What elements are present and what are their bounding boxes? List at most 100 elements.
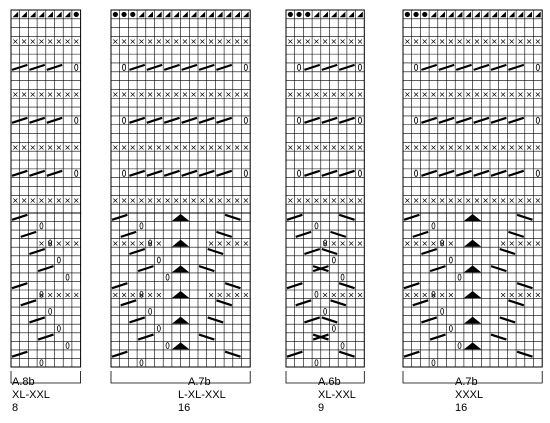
yarn-over-icon — [314, 222, 319, 230]
yarn-over-icon — [48, 307, 53, 315]
purl-icon: × — [155, 37, 162, 46]
yarn-over-icon — [535, 169, 540, 177]
cable-icon — [29, 116, 46, 124]
purl-icon: × — [112, 90, 119, 99]
purl-icon: × — [500, 37, 507, 46]
purl-icon: × — [508, 90, 515, 99]
purl-icon: × — [313, 143, 320, 152]
cable-icon — [516, 282, 533, 290]
purl-icon: × — [482, 37, 489, 46]
purl-icon: × — [242, 90, 249, 99]
cable-icon — [508, 299, 525, 307]
yarn-over-icon — [156, 325, 161, 332]
purl-icon: × — [357, 143, 364, 152]
cable-icon — [473, 63, 490, 71]
cable-icon — [338, 213, 355, 221]
chart-grid-lower: × × × × × × × × × × ×× × × × × × × × × × × — [110, 212, 251, 368]
center-decrease-icon — [463, 214, 482, 222]
purl-icon: × — [73, 196, 80, 205]
cable-icon — [286, 350, 303, 358]
purl-icon: × — [413, 196, 420, 205]
cable-icon — [37, 333, 54, 341]
purl-icon: × — [304, 90, 311, 99]
purl-icon: × — [129, 90, 136, 99]
chart-size: XXXL — [455, 389, 484, 401]
purl-icon: × — [304, 196, 311, 205]
chart-label-a6b: A.6b XL-XXL 9 — [318, 376, 378, 415]
purl-icon: × — [64, 239, 71, 248]
cable-icon — [321, 169, 338, 177]
yarn-over-icon — [331, 325, 336, 332]
purl-icon: × — [313, 196, 320, 205]
purl-icon: × — [38, 143, 45, 152]
yarn-over-icon — [148, 307, 153, 315]
yarn-over-icon — [357, 116, 362, 124]
purl-icon: × — [208, 196, 215, 205]
purl-icon: × — [147, 90, 154, 99]
purl-icon: × — [534, 90, 541, 99]
yarn-over-icon — [65, 342, 70, 350]
purl-icon: × — [526, 143, 533, 152]
chart-stitches: 16 — [455, 402, 468, 414]
purl-icon: × — [190, 90, 197, 99]
purl-icon: × — [348, 196, 355, 205]
cable-icon — [508, 116, 525, 124]
purl-icon: × — [296, 196, 303, 205]
purl-icon: × — [47, 90, 54, 99]
decrease-icon — [234, 11, 240, 18]
purl-icon: × — [500, 239, 507, 248]
purl-icon: × — [55, 37, 62, 46]
purl-icon: × — [534, 143, 541, 152]
cable-icon — [146, 116, 163, 124]
purl-icon: × — [534, 196, 541, 205]
decrease-icon — [474, 11, 480, 18]
cable-icon — [46, 63, 63, 71]
purl-icon: × — [21, 196, 28, 205]
cable-icon — [11, 169, 28, 177]
purl-icon: × — [64, 196, 71, 205]
purl-icon: × — [155, 143, 162, 152]
increase-icon — [413, 11, 419, 18]
decrease-icon — [47, 11, 53, 18]
yarn-over-icon — [74, 63, 79, 71]
purl-icon: × — [208, 290, 215, 299]
purl-icon: × — [287, 90, 294, 99]
purl-icon: × — [287, 37, 294, 46]
yarn-over-icon — [457, 342, 462, 350]
purl-icon: × — [234, 90, 241, 99]
chart-label-a8b: A.8b XL-XXL 8 — [12, 376, 72, 415]
purl-icon: × — [138, 196, 145, 205]
chart-label-a7b-xxxl: A.7b XXXL 16 — [455, 376, 515, 415]
yarn-over-icon — [243, 116, 248, 124]
purl-icon: × — [147, 196, 154, 205]
purl-icon: × — [55, 196, 62, 205]
decrease-icon — [243, 11, 249, 18]
purl-icon: × — [216, 143, 223, 152]
purl-icon: × — [526, 239, 533, 248]
yarn-over-icon — [56, 325, 61, 332]
cable-icon — [321, 63, 338, 71]
purl-icon: × — [29, 143, 36, 152]
cable-icon — [338, 116, 355, 124]
purl-icon: × — [199, 37, 206, 46]
purl-icon: × — [322, 196, 329, 205]
yarn-over-icon — [431, 359, 436, 367]
purl-icon: × — [482, 143, 489, 152]
yarn-over-icon — [431, 222, 436, 230]
cable-icon — [111, 282, 128, 290]
cable-icon — [455, 63, 472, 71]
yarn-over-icon — [414, 169, 419, 177]
cable-icon — [421, 116, 438, 124]
yarn-over-icon — [165, 273, 170, 281]
cable-icon — [198, 333, 215, 341]
decrease-icon — [56, 11, 62, 18]
cable-icon — [224, 350, 241, 358]
cable-icon — [163, 116, 180, 124]
decrease-icon — [348, 11, 355, 18]
purl-icon: × — [147, 37, 154, 46]
purl-icon: × — [508, 290, 515, 299]
purl-icon: × — [55, 239, 62, 248]
chart-name: A.6b — [318, 376, 341, 388]
purl-icon: × — [208, 239, 215, 248]
purl-icon: × — [73, 143, 80, 152]
